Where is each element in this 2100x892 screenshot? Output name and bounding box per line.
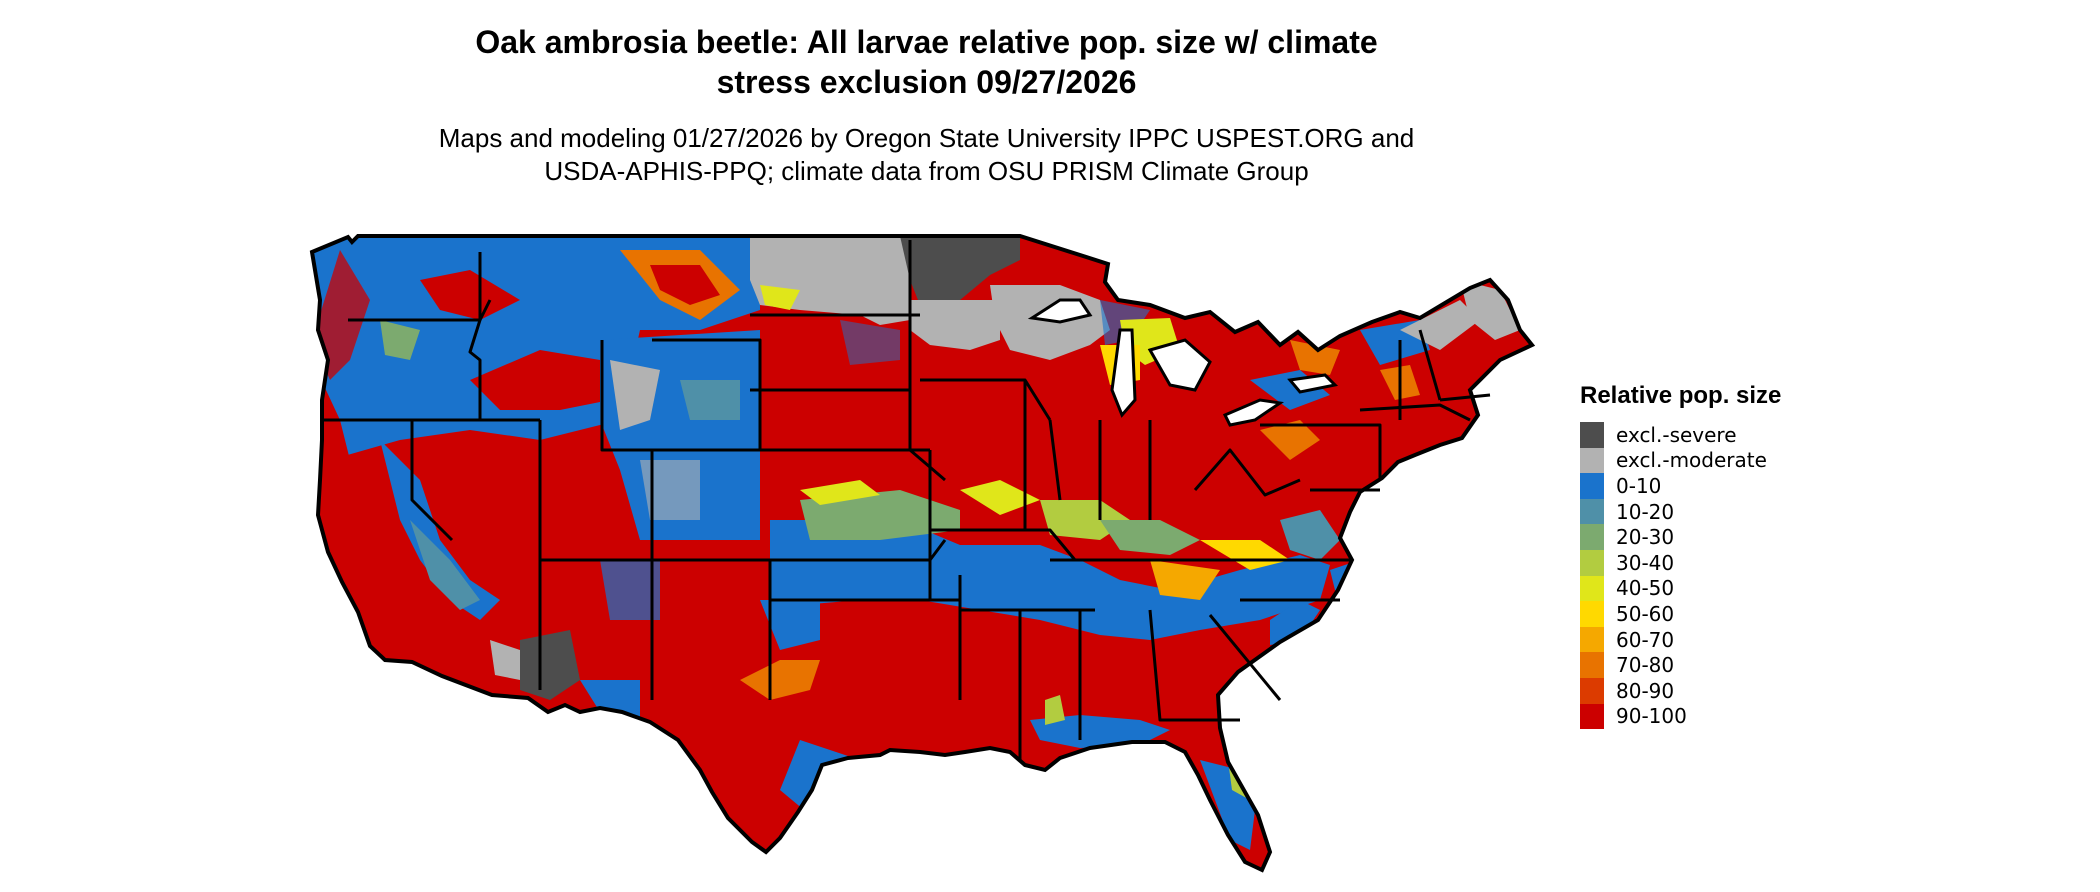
legend-swatch (1580, 447, 1604, 474)
legend-label: 70-80 (1616, 653, 1675, 678)
legend-item: excl.-moderate (1580, 447, 1781, 474)
legend-label: 30-40 (1616, 550, 1675, 575)
legend-label: 40-50 (1616, 576, 1675, 601)
legend-label: excl.-moderate (1616, 448, 1767, 473)
legend-label: 90-100 (1616, 704, 1687, 729)
legend-swatch (1580, 652, 1604, 678)
legend-item: 20-30 (1580, 524, 1781, 550)
legend-label: 20-30 (1616, 525, 1675, 550)
legend-item: 60-70 (1580, 626, 1781, 653)
legend-item: 90-100 (1580, 703, 1781, 730)
map-subtitle-line-2: USDA-APHIS-PPQ; climate data from OSU PR… (544, 156, 1309, 186)
map-title: Oak ambrosia beetle: All larvae relative… (0, 22, 1853, 102)
legend-swatch (1580, 549, 1604, 576)
map-subtitle-line-1: Maps and modeling 01/27/2026 by Oregon S… (438, 123, 1415, 153)
legend-label: 0-10 (1616, 473, 1662, 498)
legend-swatch (1580, 575, 1604, 602)
legend-swatch (1580, 498, 1604, 525)
legend-swatch (1580, 473, 1604, 499)
us-map (310, 234, 1534, 872)
legend-label: 60-70 (1616, 627, 1675, 652)
map-title-line-1: Oak ambrosia beetle: All larvae relative… (475, 24, 1378, 60)
legend-item: 10-20 (1580, 498, 1781, 525)
legend-swatch (1580, 524, 1604, 550)
legend-item: 50-60 (1580, 601, 1781, 627)
legend-item: 0-10 (1580, 473, 1781, 499)
legend-swatch (1580, 703, 1604, 730)
legend-items: excl.-severe excl.-moderate 0-10 10-20 20-30… (1580, 422, 1781, 730)
legend-item: 80-90 (1580, 677, 1781, 704)
legend-item: 30-40 (1580, 549, 1781, 576)
legend-item: excl.-severe (1580, 422, 1781, 448)
legend-swatch (1580, 626, 1604, 653)
map-title-line-2: stress exclusion 09/27/2026 (716, 64, 1137, 100)
legend-swatch (1580, 422, 1604, 448)
legend-title: Relative pop. size (1580, 382, 1782, 409)
legend: Relative pop. size excl.-severe excl.-mod… (1580, 380, 1782, 730)
legend-label: 80-90 (1616, 678, 1675, 703)
legend-label: 50-60 (1616, 601, 1675, 626)
great-lakes (1027, 298, 1339, 427)
population-layer (312, 236, 1532, 870)
map-subtitle: Maps and modeling 01/27/2026 by Oregon S… (0, 122, 1853, 188)
legend-item: 70-80 (1580, 652, 1781, 678)
legend-item: 40-50 (1580, 575, 1781, 602)
state-borders (322, 240, 1491, 760)
legend-swatch (1580, 677, 1604, 704)
legend-swatch (1580, 601, 1604, 627)
legend-label: 10-20 (1616, 499, 1675, 524)
legend-label: excl.-severe (1616, 422, 1737, 447)
